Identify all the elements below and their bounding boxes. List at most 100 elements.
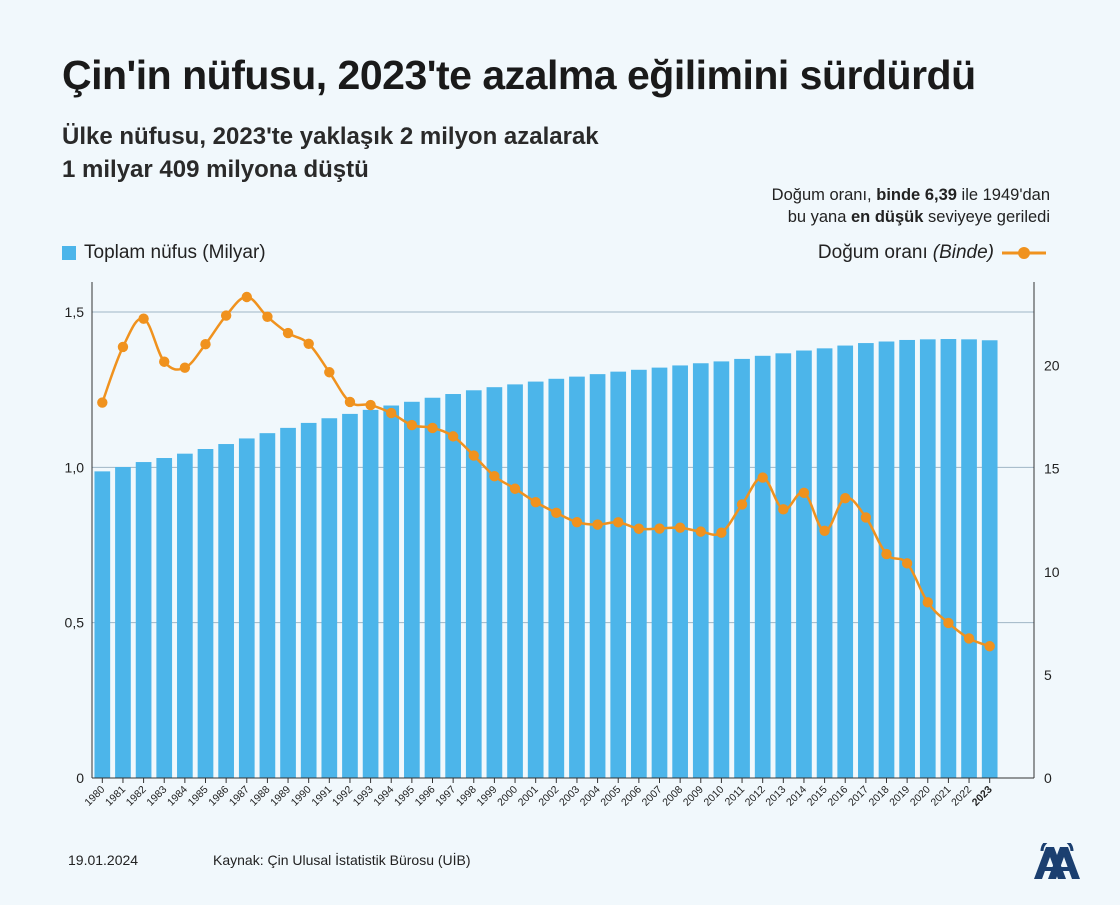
population-bar (878, 341, 895, 778)
birth-rate-point (963, 633, 975, 644)
birth-rate-point (220, 310, 232, 321)
y-left-tick-label: 0,5 (65, 615, 85, 631)
population-bar (631, 369, 647, 778)
axes (91, 282, 1035, 783)
birth-rate-point (860, 512, 872, 523)
note-line-2: bu yana en düşük seviyeye geriledi (772, 206, 1050, 228)
birth-rate-point (613, 517, 624, 528)
birth-rate-point (179, 362, 191, 373)
y-right-tick-label: 5 (1044, 667, 1052, 683)
x-tick-label: 2013 (763, 784, 788, 809)
birth-rate-point (365, 399, 376, 411)
birth-rate-point (262, 311, 273, 322)
note-bold-value: binde 6,39 (876, 186, 957, 204)
subtitle-line-2: 1 milyar 409 milyona düştü (62, 156, 369, 183)
population-bar (342, 413, 358, 778)
x-tick-label: 1997 (433, 784, 458, 809)
population-bar (548, 378, 565, 778)
note-text: bu yana (787, 208, 851, 226)
birth-rate-point (386, 407, 397, 419)
x-tick-label: 2009 (681, 784, 706, 809)
birth-rate-path (101, 295, 991, 648)
x-tick-label: 2001 (516, 784, 541, 809)
note-line-1: Doğum oranı, binde 6,39 ile 1949'dan (772, 184, 1050, 206)
y-right-tick-label: 10 (1044, 564, 1060, 580)
population-bar (858, 343, 874, 778)
birth-rate-point (736, 499, 748, 510)
x-tick-label: 2006 (619, 784, 644, 809)
population-bar (837, 345, 854, 778)
population-bar (651, 367, 668, 778)
population-bar (238, 438, 255, 778)
birth-rate-point (117, 341, 129, 353)
birth-rate-point (551, 507, 562, 519)
x-tick-label: 1990 (289, 784, 314, 809)
birth-rate-point (819, 525, 830, 536)
population-bar (899, 339, 915, 778)
birth-rate-point (757, 472, 768, 483)
note-text: ile 1949'dan (956, 186, 1050, 204)
population-bar (445, 394, 461, 778)
legend-line: Doğum oranı (Binde) (818, 242, 1046, 264)
population-bar (486, 387, 503, 778)
note-bold-value: en düşük (851, 208, 924, 226)
population-bar (135, 462, 152, 778)
x-tick-label: 1998 (454, 784, 479, 809)
x-tick-label: 2011 (723, 784, 748, 809)
birth-rate-line (97, 291, 995, 652)
birth-rate-point (695, 526, 706, 537)
x-tick-label: 2016 (825, 784, 850, 809)
x-tick-label: 1980 (82, 784, 107, 809)
x-tick-label: 1992 (330, 784, 355, 809)
birth-rate-point (406, 419, 418, 431)
population-bar (816, 348, 833, 778)
population-bar (713, 361, 730, 778)
population-bar (796, 350, 812, 778)
population-bar (589, 374, 606, 778)
x-tick-label: 1985 (186, 784, 211, 809)
birth-rate-point (427, 422, 438, 434)
y-left-tick-label: 0 (76, 770, 84, 786)
x-tick-label: 1993 (351, 784, 376, 809)
population-bars (94, 339, 998, 778)
population-bar (300, 422, 317, 778)
x-tick-label: 2019 (887, 784, 912, 809)
publish-date: 19.01.2024 (68, 852, 139, 868)
x-tick-label: 1982 (124, 784, 149, 809)
aa-logo-icon (1034, 843, 1080, 879)
x-tick-label: 1995 (392, 784, 417, 809)
population-bar (197, 449, 214, 778)
legend-line-label: Doğum oranı (817, 242, 928, 263)
birth-rate-point (778, 504, 789, 515)
x-tick-label: 2017 (846, 784, 871, 809)
population-bar (610, 371, 627, 778)
birth-rate-point (984, 641, 995, 652)
birth-rate-point (241, 291, 252, 303)
birth-rate-point (901, 558, 913, 569)
birth-rate-point (200, 339, 211, 350)
birth-rate-point (489, 470, 500, 482)
y-right-tick-label: 20 (1044, 358, 1060, 374)
birth-rate-point (881, 548, 892, 560)
population-bar (940, 339, 957, 778)
birth-rate-point (324, 367, 335, 378)
birth-rate-point (97, 397, 108, 408)
y-right-tick-label: 0 (1044, 770, 1052, 786)
birth-rate-note: Doğum oranı, binde 6,39 ile 1949'dan bu … (772, 184, 1050, 228)
line-marker-icon (1002, 247, 1046, 259)
x-tick-label: 2015 (805, 784, 830, 809)
x-tick-label: 2020 (908, 784, 933, 809)
population-bar (919, 339, 936, 778)
birth-rate-point (530, 496, 541, 508)
x-tick-label: 2012 (743, 784, 768, 809)
legend-line-unit: (Binde) (932, 242, 994, 263)
birth-rate-point (303, 338, 314, 350)
x-tick-label: 1991 (309, 784, 334, 809)
population-bar (177, 453, 193, 778)
birth-rate-point (674, 522, 686, 533)
x-tick-label: 2005 (598, 784, 623, 809)
grid-lines (92, 311, 1034, 624)
birth-rate-point (716, 527, 727, 538)
bar-swatch-icon (62, 246, 76, 260)
population-bar (507, 384, 523, 778)
